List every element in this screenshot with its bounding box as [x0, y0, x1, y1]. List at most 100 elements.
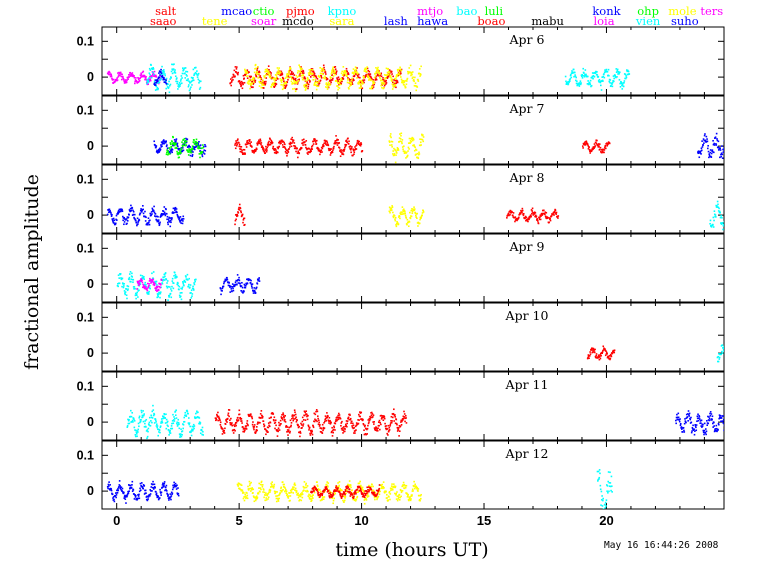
data-point [131, 207, 134, 209]
data-point [315, 84, 317, 86]
data-point [145, 216, 147, 219]
data-point [307, 425, 310, 428]
data-point [263, 80, 266, 83]
data-point [127, 288, 129, 290]
data-point [167, 425, 169, 428]
data-point [164, 81, 167, 84]
data-point [300, 74, 303, 77]
data-point [124, 291, 127, 293]
data-point [234, 219, 237, 222]
data-point [715, 216, 717, 218]
data-point [296, 82, 299, 84]
data-point [150, 214, 153, 216]
data-point [117, 282, 119, 285]
data-point [162, 486, 165, 488]
data-point [596, 71, 598, 73]
data-point [399, 137, 402, 140]
data-point [330, 73, 333, 75]
data-point [589, 351, 591, 353]
data-point [316, 85, 318, 88]
data-point [330, 81, 332, 84]
data-point [223, 429, 226, 432]
data-point [149, 79, 152, 82]
data-point [130, 409, 132, 412]
data-point [287, 76, 289, 79]
data-point [508, 210, 511, 213]
data-point [162, 76, 164, 79]
data-point [144, 285, 146, 288]
data-point [184, 411, 187, 414]
data-point [117, 75, 120, 78]
data-point [253, 152, 255, 154]
data-point [162, 482, 164, 485]
data-point [243, 290, 245, 293]
data-point [189, 425, 191, 428]
data-point [617, 73, 619, 75]
data-point [268, 72, 271, 75]
data-point [691, 427, 694, 429]
data-point [306, 418, 309, 421]
data-point [152, 480, 154, 483]
data-point [285, 149, 288, 152]
data-point [229, 82, 232, 84]
data-point [384, 74, 387, 76]
data-point [260, 417, 262, 419]
data-point [535, 215, 538, 218]
data-point [312, 72, 314, 75]
data-point [685, 421, 687, 424]
data-point [293, 409, 296, 412]
data-point [193, 73, 196, 75]
data-point [146, 78, 149, 81]
data-point [157, 285, 159, 288]
data-point [615, 71, 618, 74]
data-point [256, 429, 258, 432]
data-point [165, 145, 168, 148]
data-point [362, 82, 364, 84]
data-point [394, 216, 397, 219]
data-point [686, 416, 689, 418]
data-point [184, 77, 187, 79]
data-point [352, 427, 354, 430]
data-point [252, 86, 254, 89]
data-point [389, 422, 392, 424]
data-point [344, 146, 346, 149]
data-point [350, 147, 353, 150]
data-point [191, 154, 194, 156]
data-point [337, 80, 339, 82]
data-point [389, 209, 392, 212]
data-point [218, 417, 221, 420]
data-point [176, 144, 178, 146]
data-point [332, 68, 334, 70]
data-point [178, 423, 180, 426]
data-point [187, 285, 190, 288]
data-point [360, 79, 363, 82]
data-point [180, 291, 183, 294]
data-point [272, 413, 275, 415]
data-point [265, 74, 267, 76]
data-point [398, 140, 401, 143]
data-point [709, 151, 712, 154]
data-point [163, 276, 165, 279]
data-point [413, 80, 415, 83]
data-point [398, 137, 401, 139]
data-point [154, 213, 157, 215]
data-point [291, 73, 294, 76]
data-point [245, 75, 248, 77]
data-point [151, 417, 154, 419]
data-point [187, 85, 190, 88]
data-point [415, 214, 417, 217]
data-point [280, 83, 283, 86]
data-point [256, 144, 259, 146]
data-point [372, 79, 374, 81]
data-point [268, 140, 270, 143]
data-point [284, 147, 286, 149]
data-point [240, 80, 243, 83]
data-point [389, 75, 392, 78]
data-point [365, 75, 367, 77]
data-point [723, 350, 724, 353]
data-point [722, 347, 724, 350]
data-point [154, 84, 157, 86]
data-point [351, 425, 353, 427]
data-point [315, 88, 318, 91]
